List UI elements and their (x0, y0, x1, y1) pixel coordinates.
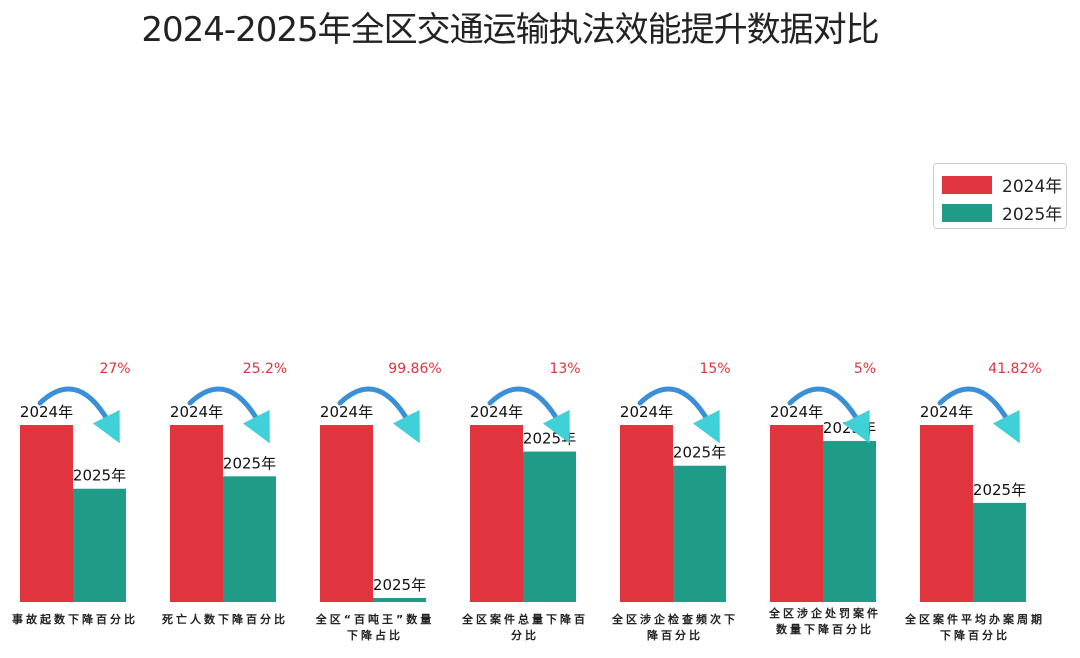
bar-2024 (170, 425, 223, 602)
category-label-line: 下降占比 (347, 629, 403, 642)
bar-2025 (373, 598, 426, 602)
legend-item-2025: 2025年 (942, 200, 1062, 225)
bar-label-2024: 2024年 (170, 403, 223, 421)
category-label-line: 全区案件平均办案周期 (905, 613, 1045, 626)
bar-2024 (620, 425, 673, 602)
bar-2024 (470, 425, 523, 602)
percent-annotation: 99.86% (388, 361, 441, 377)
percent-annotation: 41.82% (988, 361, 1041, 377)
category-label: 死亡人数下降百分比 (150, 612, 300, 628)
percent-annotation: 13% (549, 361, 580, 377)
percent-annotation: 15% (699, 361, 730, 377)
bar-label-2025: 2025年 (523, 430, 576, 448)
legend-swatch (942, 203, 992, 222)
category-label: 全区“百吨王”数量 下降占比 (300, 612, 450, 644)
bar-label-2024: 2024年 (920, 403, 973, 421)
category-label-line: 下降百分比 (940, 629, 1010, 642)
bar-2024 (320, 425, 373, 602)
category-label-line: 全区涉企检查频次下 (612, 613, 738, 626)
bar-2024 (770, 425, 823, 602)
drop-arrow-icon (787, 386, 870, 444)
bar-label-2025: 2025年 (673, 444, 726, 462)
category-label: 全区涉企检查频次下 降百分比 (600, 612, 750, 644)
category-label-line: 事故起数下降百分比 (12, 613, 138, 626)
category-label-line: 死亡人数下降百分比 (162, 613, 288, 626)
category-label: 全区案件总量下降百 分比 (450, 612, 600, 644)
legend-label: 2025年 (1002, 205, 1063, 225)
category-label-line: 降百分比 (647, 629, 703, 642)
category-label-line: 数量下降百分比 (776, 623, 874, 636)
bar-2025 (523, 451, 576, 602)
legend: 2024年 2025年 (933, 163, 1067, 229)
category-label-line: 分比 (511, 629, 539, 642)
bar-label-2024: 2024年 (320, 403, 373, 421)
bar-2025 (673, 465, 726, 602)
drop-arrow-icon (637, 386, 720, 444)
legend-swatch (942, 175, 992, 194)
drop-arrow-icon (337, 386, 420, 444)
bar-label-2024: 2024年 (770, 403, 823, 421)
category-label-line: 全区涉企处罚案件 (769, 607, 881, 620)
category-label: 全区案件平均办案周期 下降百分比 (900, 612, 1050, 644)
bar-label-2025: 2025年 (223, 454, 276, 472)
bar-label-2025: 2025年 (373, 576, 426, 594)
drop-arrow-icon (187, 386, 270, 444)
legend-label: 2024年 (1002, 177, 1063, 197)
percent-annotation: 27% (99, 361, 130, 377)
category-label: 全区涉企处罚案件 数量下降百分比 (750, 606, 900, 638)
bar-2025 (223, 476, 276, 602)
bar-2025 (973, 502, 1026, 602)
bar-2025 (823, 440, 876, 602)
drop-arrow-icon (937, 386, 1020, 444)
chart-title: 2024-2025年全区交通运输执法效能提升数据对比 (141, 10, 879, 50)
bar-label-2024: 2024年 (620, 403, 673, 421)
drop-arrow-icon (487, 386, 570, 444)
bar-label-2025: 2025年 (823, 419, 876, 437)
category-label-line: 全区“百吨王”数量 (315, 613, 435, 626)
bar-2024 (20, 425, 73, 602)
bar-label-2025: 2025年 (973, 481, 1026, 499)
category-label: 事故起数下降百分比 (0, 612, 150, 628)
category-label-line: 全区案件总量下降百 (462, 613, 588, 626)
bar-2025 (73, 488, 126, 602)
percent-annotation: 25.2% (243, 361, 287, 377)
bar-label-2024: 2024年 (20, 403, 73, 421)
legend-item-2024: 2024年 (942, 172, 1062, 197)
bar-label-2024: 2024年 (470, 403, 523, 421)
bar-label-2025: 2025年 (73, 467, 126, 485)
percent-annotation: 5% (854, 361, 876, 377)
bar-2024 (920, 425, 973, 602)
drop-arrow-icon (37, 386, 120, 444)
